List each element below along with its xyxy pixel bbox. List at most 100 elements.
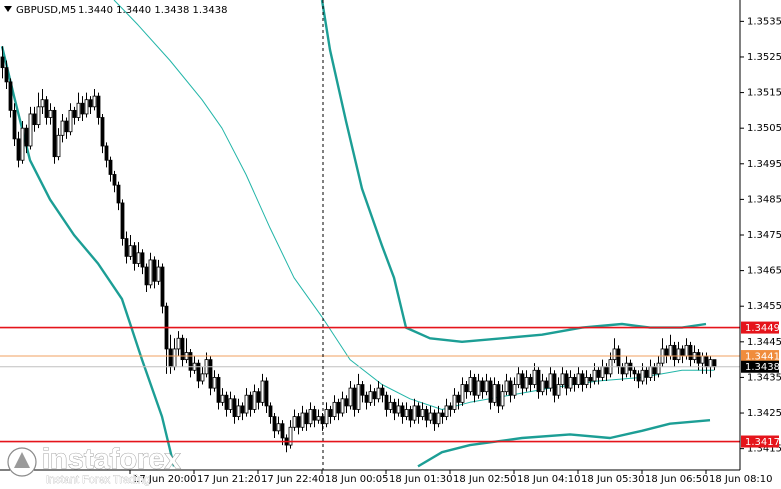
candle-body xyxy=(60,120,65,136)
watermark-tagline: Instant Forex Trading xyxy=(46,474,150,486)
candle-body xyxy=(312,409,317,421)
candle-body xyxy=(136,252,141,264)
candle-body xyxy=(296,416,301,428)
candle-body xyxy=(384,394,389,410)
y-tick-label: 1.3425 xyxy=(747,408,781,419)
candle-body xyxy=(488,380,493,403)
price-level-label: 1.3449 xyxy=(745,323,780,334)
candle-body xyxy=(64,120,69,133)
y-tick-label: 1.3525 xyxy=(747,52,781,63)
candle-body xyxy=(592,369,597,382)
candle-body xyxy=(368,391,373,403)
axes: 1.3535 1.3525 1.3515 1.3505 1.3495 1.3485 1.34… xyxy=(129,16,781,485)
candle-body xyxy=(304,412,309,425)
candle-body xyxy=(100,117,105,147)
candle-body xyxy=(108,159,113,175)
candle-body xyxy=(396,405,401,414)
price-level-label: 1.3417 xyxy=(745,437,780,448)
candle-body xyxy=(616,348,621,368)
candle-body xyxy=(392,401,397,414)
candle-body xyxy=(124,238,129,257)
candle-body xyxy=(408,409,413,421)
candle-body xyxy=(172,348,177,368)
candle-body xyxy=(148,259,153,286)
candle-body xyxy=(36,106,41,126)
candle-body xyxy=(656,362,661,375)
candle-body xyxy=(348,387,353,407)
candle-body xyxy=(364,394,369,403)
candle-body xyxy=(480,380,485,393)
candle-body xyxy=(668,344,673,357)
candle-body xyxy=(496,384,501,407)
candle-body xyxy=(492,384,497,403)
y-tick-label: 1.3455 xyxy=(747,301,781,312)
x-tick-label: 18 Jun 05:30 xyxy=(581,474,645,485)
candle-body xyxy=(96,95,101,118)
candle-body xyxy=(584,377,589,385)
candle-body xyxy=(536,369,541,393)
candle-body xyxy=(332,401,337,417)
candle-body xyxy=(448,405,453,410)
candle-body xyxy=(500,391,505,407)
chart-prices: 1.3440 1.3440 1.3438 1.3438 xyxy=(78,5,228,16)
candle-body xyxy=(588,377,593,382)
candle-body xyxy=(0,56,5,69)
candle-body xyxy=(380,387,385,396)
candle-body xyxy=(576,373,581,385)
candle-body xyxy=(200,373,205,382)
candle-body xyxy=(328,409,333,417)
candle-body xyxy=(224,394,229,410)
x-tick-label: 18 Jun 01:30 xyxy=(389,474,453,485)
price-level-box xyxy=(741,321,779,334)
candle-body xyxy=(600,366,605,378)
candle-body xyxy=(264,380,269,407)
candle-body xyxy=(40,99,45,108)
candle-body xyxy=(512,384,517,396)
candle-body xyxy=(56,134,61,158)
candle-body xyxy=(276,423,281,432)
candle-body xyxy=(704,355,709,368)
x-tick-label: 18 Jun 08:10 xyxy=(709,474,773,485)
candle-body xyxy=(260,380,265,403)
candle-body xyxy=(112,174,117,186)
candle-body xyxy=(572,377,577,385)
candle-body xyxy=(664,348,669,357)
indicator-line xyxy=(417,419,711,468)
candle-body xyxy=(672,344,677,361)
x-tick-label: 18 Jun 02:50 xyxy=(453,474,517,485)
candle-body xyxy=(140,252,145,268)
y-tick-label: 1.3465 xyxy=(747,266,781,277)
candle-body xyxy=(432,412,437,425)
candle-body xyxy=(76,102,81,118)
candle-body xyxy=(4,67,9,83)
candle-body xyxy=(316,416,321,421)
candle-body xyxy=(176,337,181,350)
candle-body xyxy=(420,409,425,417)
candle-body xyxy=(84,99,89,115)
watermark: instaforex Instant Forex Trading xyxy=(7,443,181,486)
candle-body xyxy=(308,409,313,425)
candle-body xyxy=(624,362,629,375)
candle-body xyxy=(268,405,273,417)
candle-body xyxy=(24,127,29,147)
candle-body xyxy=(376,387,381,400)
candle-body xyxy=(640,369,645,382)
price-level-box xyxy=(741,435,779,448)
x-tick-label: 18 Jun 06:50 xyxy=(645,474,709,485)
candle-body xyxy=(168,348,173,368)
candle-body xyxy=(568,377,573,389)
candle-body xyxy=(288,426,293,446)
candle-body xyxy=(104,145,109,161)
candle-body xyxy=(504,380,509,393)
candle-body xyxy=(128,245,133,257)
candle-body xyxy=(464,384,469,393)
candle-body xyxy=(620,366,625,375)
candle-body xyxy=(472,377,477,396)
candle-body xyxy=(676,348,681,361)
price-level-box xyxy=(741,350,779,363)
candle-body xyxy=(712,359,717,368)
candle-body xyxy=(552,373,557,396)
candle-body xyxy=(188,352,193,371)
